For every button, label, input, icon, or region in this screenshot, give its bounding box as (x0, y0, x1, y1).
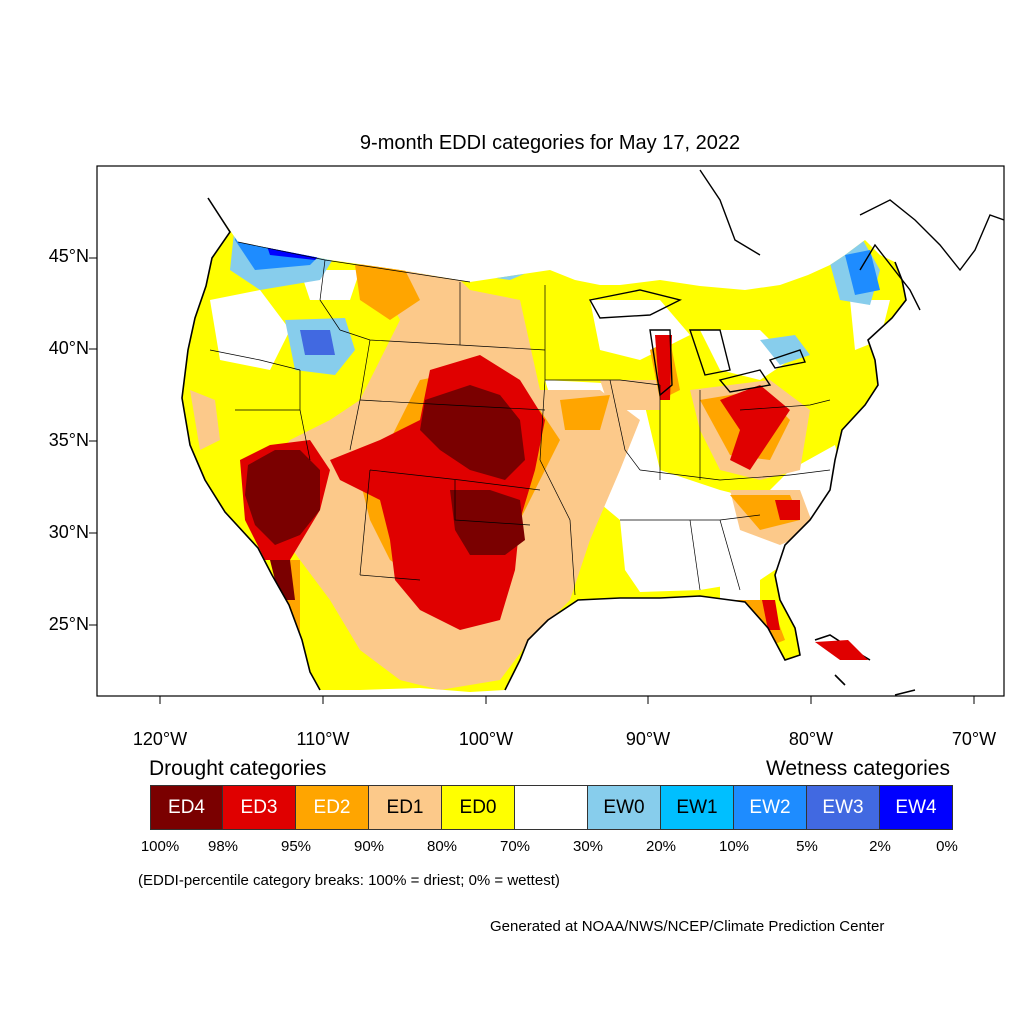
percentile-label: 80% (426, 838, 458, 855)
percentile-label: 20% (645, 838, 677, 855)
percentile-label: 98% (207, 838, 239, 855)
legend-swatch-ew4: EW4 (880, 785, 953, 830)
lat-label-30: 30°N (48, 522, 89, 542)
eddi-shading (182, 198, 906, 692)
lon-label-110: 110°W (296, 729, 350, 749)
legend-swatch-ew1: EW1 (661, 785, 734, 830)
drought-heading: Drought categories (149, 757, 327, 780)
percentile-label: 5% (796, 838, 818, 855)
legend-swatch-ew0: EW0 (588, 785, 661, 830)
percentile-label: 100% (140, 838, 180, 855)
lon-label-120: 120°W (132, 729, 188, 749)
percentile-label: 70% (499, 838, 531, 855)
lat-label-35: 35°N (48, 430, 89, 450)
percentile-label: 0% (936, 838, 958, 855)
wetness-heading: Wetness categories (765, 757, 950, 780)
legend-swatch-ew3: EW3 (807, 785, 880, 830)
lat-label-40: 40°N (48, 338, 89, 358)
legend-swatch-ed2: ED2 (296, 785, 369, 830)
legend-swatch-normal (515, 785, 588, 830)
lon-label-100: 100°W (458, 729, 514, 749)
percentile-label: 95% (280, 838, 312, 855)
lon-label-70: 70°W (951, 729, 997, 749)
credit-line: Generated at NOAA/NWS/NCEP/Climate Predi… (490, 918, 885, 935)
cuba-shading (815, 640, 868, 660)
legend-swatch-ed3: ED3 (223, 785, 296, 830)
great-lakes (588, 289, 806, 397)
coastline (181, 197, 907, 691)
state-boundaries (209, 241, 831, 596)
canada-coast (699, 169, 1004, 311)
map-title: 9-month EDDI categories for May 17, 2022 (359, 132, 741, 154)
percentile-label: 2% (869, 838, 891, 855)
map-frame (96, 165, 1005, 697)
category-note: (EDDI-percentile category breaks: 100% =… (138, 872, 560, 889)
percentile-label: 90% (353, 838, 385, 855)
category-legend: ED4 ED3 ED2 ED1 ED0 EW0 EW1 EW2 EW3 EW4 (150, 785, 953, 830)
axis-ticks (89, 257, 975, 704)
lat-label-45: 45°N (48, 246, 89, 266)
legend-swatch-ed0: ED0 (442, 785, 515, 830)
lon-label-80: 80°W (788, 729, 834, 749)
percentile-label: 30% (572, 838, 604, 855)
legend-swatch-ed4: ED4 (150, 785, 223, 830)
legend-swatch-ew2: EW2 (734, 785, 807, 830)
lat-label-25: 25°N (48, 614, 89, 634)
percentile-label: 10% (718, 838, 750, 855)
legend-swatch-ed1: ED1 (369, 785, 442, 830)
lon-label-90: 90°W (625, 729, 671, 749)
